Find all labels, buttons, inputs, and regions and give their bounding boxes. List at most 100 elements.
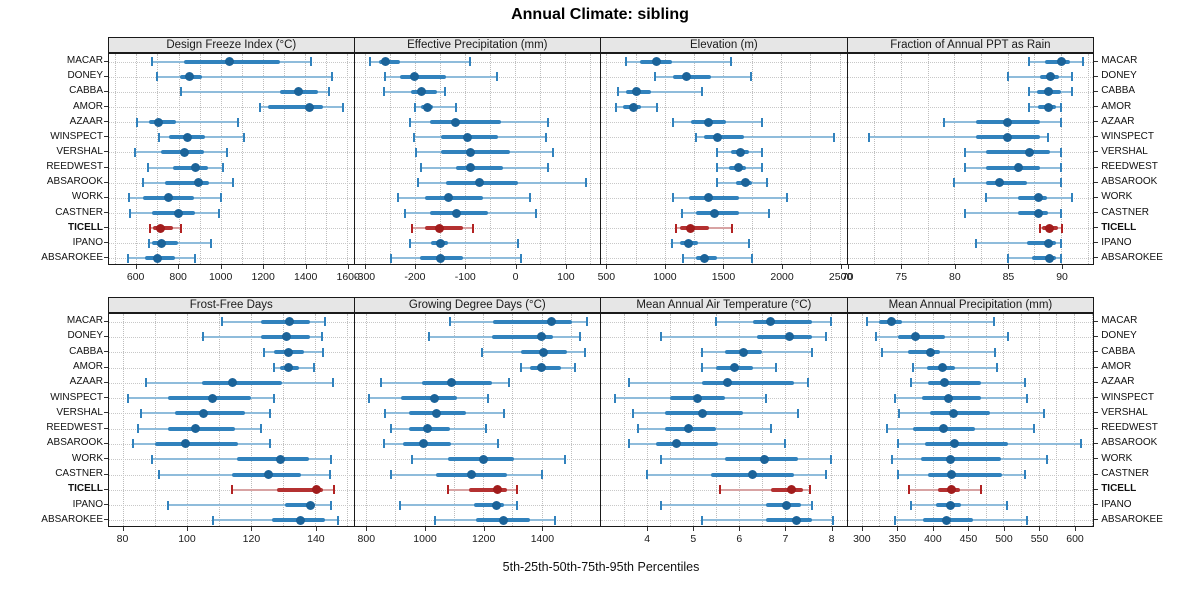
y-tick (1094, 351, 1099, 353)
whisker-cap-high-REEDWEST (761, 163, 764, 173)
station-label-right-AZAAR: AZAAR (1101, 115, 1135, 127)
whisker-cap-low-IPANO (974, 238, 977, 248)
station-label-left-ABSAROKEE: ABSAROKEE (41, 251, 103, 263)
iqr-bar-WORK (1018, 195, 1048, 200)
whisker-cap-high-VERSHAL (1060, 147, 1063, 157)
whisker-cap-low-CASTNER (129, 208, 132, 218)
x-tick-label: 2500 (828, 271, 853, 283)
median-dot-AMOR (283, 363, 293, 372)
panel-elevation-m (601, 53, 848, 265)
median-dot-ABSAROKEE (1044, 253, 1054, 263)
station-label-right-MACAR: MACAR (1101, 55, 1138, 67)
whisker-cap-high-REEDWEST (546, 163, 549, 173)
x-tick-label: 1400 (293, 271, 318, 283)
whisker-cap-high-TICELL (1061, 223, 1064, 233)
median-dot-WINSPECT (463, 132, 473, 142)
whisker-cap-high-IPANO (747, 238, 750, 248)
x-tick-label: 550 (1030, 533, 1049, 545)
median-dot-WORK (163, 193, 173, 203)
median-dot-ABSAROOK (949, 439, 959, 449)
whisker-cap-high-MACAR (323, 317, 326, 327)
station-label-right-IPANO: IPANO (1101, 498, 1132, 510)
gridline (601, 107, 847, 108)
whisker-cap-low-DONEY (659, 332, 662, 342)
gridline (761, 314, 763, 526)
x-tick (305, 265, 307, 269)
y-tick (104, 212, 108, 213)
median-dot-MACAR (766, 317, 776, 327)
x-tick (840, 265, 842, 269)
whisker-cap-high-IPANO (811, 500, 814, 510)
whisker-cap-high-DONEY (495, 72, 498, 82)
whisker-cap-low-CASTNER (645, 470, 648, 479)
whisker-cap-low-TICELL (149, 223, 152, 233)
y-tick (104, 136, 108, 138)
x-tick-label: 120 (242, 533, 261, 545)
whisker-cap-low-WORK (672, 193, 675, 203)
whisker-cap-low-WORK (410, 454, 413, 464)
iqr-bar-REEDWEST (455, 165, 503, 170)
median-dot-MACAR (224, 57, 234, 67)
whisker-cap-high-WINSPECT (1026, 393, 1029, 403)
gridline (539, 54, 541, 264)
whisker-cap-low-ABSAROOK (416, 178, 419, 188)
median-dot-CABBA (1043, 87, 1053, 97)
whisker-cap-low-ABSAROOK (131, 439, 134, 449)
whisker-cap-high-WINSPECT (833, 132, 836, 142)
gridline (283, 54, 285, 264)
whisker-cap-low-AMOR (615, 102, 618, 112)
y-tick (1094, 75, 1099, 77)
gridline (115, 54, 117, 264)
x-tick (565, 265, 567, 269)
whisker-cap-low-CASTNER (680, 208, 683, 218)
median-dot-REEDWEST (734, 163, 744, 173)
y-tick (104, 458, 108, 460)
gridline (512, 314, 514, 526)
station-label-right-IPANO: IPANO (1101, 236, 1132, 248)
whisker-cap-low-REEDWEST (147, 163, 149, 173)
median-dot-IPANO (157, 238, 167, 248)
whisker-cap-high-AZAAR (508, 378, 511, 388)
median-dot-TICELL (155, 223, 165, 233)
station-label-left-REEDWEST: REEDWEST (46, 161, 103, 173)
gridline (897, 314, 899, 526)
median-dot-REEDWEST (190, 424, 200, 434)
gridline (1056, 314, 1058, 526)
median-dot-REEDWEST (423, 424, 433, 434)
iqr-bar-ABSAROKEE (766, 518, 813, 523)
gridline (1021, 314, 1022, 526)
x-tick-label: 8 (828, 533, 835, 545)
station-label-right-WORK: WORK (1101, 191, 1133, 203)
x-tick (693, 527, 695, 531)
gridline (1038, 314, 1040, 526)
whisker-cap-high-TICELL (808, 485, 811, 495)
whisker-cap-low-AZAAR (627, 378, 630, 388)
whisker-cap-low-WINSPECT (613, 393, 616, 403)
whisker-cap-high-CABBA (443, 87, 446, 97)
station-label-right-AMOR: AMOR (1101, 361, 1132, 372)
x-tick (220, 265, 222, 269)
gridline (847, 197, 1094, 199)
gridline (847, 91, 1094, 93)
whisker-cap-high-IPANO (210, 238, 213, 248)
x-tick (664, 265, 666, 269)
median-dot-WORK (945, 454, 955, 464)
whisker-cap-high-CABBA (322, 347, 325, 357)
station-label-right-VERSHAL: VERSHAL (1101, 145, 1148, 157)
gridline (810, 54, 812, 264)
whisker-cap-high-AMOR (1060, 102, 1063, 112)
whisker-cap-high-DONEY (749, 72, 752, 82)
whisker-cap-low-MACAR (221, 317, 224, 327)
x-tick-label: 1000 (208, 271, 233, 283)
whisker-cap-low-CABBA (617, 87, 619, 97)
panel-strip-fraction-of-annual-ppt-as-rain: Fraction of Annual PPT as Rain (847, 37, 1095, 53)
gridline (354, 91, 601, 93)
whisker-cap-low-TICELL (1038, 223, 1041, 233)
panel-mean-annual-precipitation-mm (847, 313, 1095, 527)
whisker-cap-high-CASTNER (328, 470, 331, 479)
gridline (283, 314, 285, 526)
whisker-cap-low-AZAAR (909, 378, 912, 388)
y-tick (1094, 60, 1099, 62)
iqr-bar-AZAAR (201, 380, 282, 385)
gridline (646, 314, 648, 526)
